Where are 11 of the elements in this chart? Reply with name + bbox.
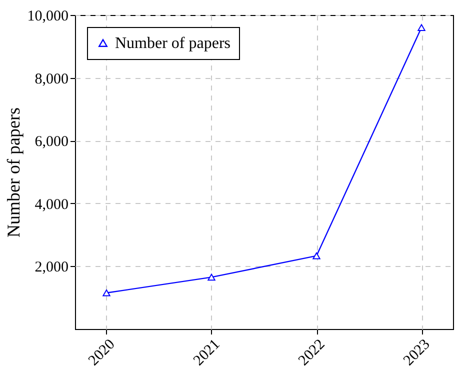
y-tick-label: 2,000 [34,260,68,276]
y-tick-label: 8,000 [34,71,68,88]
point [102,289,110,296]
y-axis-title: Number of papers [3,108,24,238]
y-tick-label: 6,000 [34,134,68,150]
legend-label: Number of papers [115,35,231,52]
point [312,252,320,260]
y-tick-label: 10,000 [27,8,68,24]
point [208,274,216,281]
y-tick-label: 4,000 [34,196,68,213]
point [418,24,426,31]
